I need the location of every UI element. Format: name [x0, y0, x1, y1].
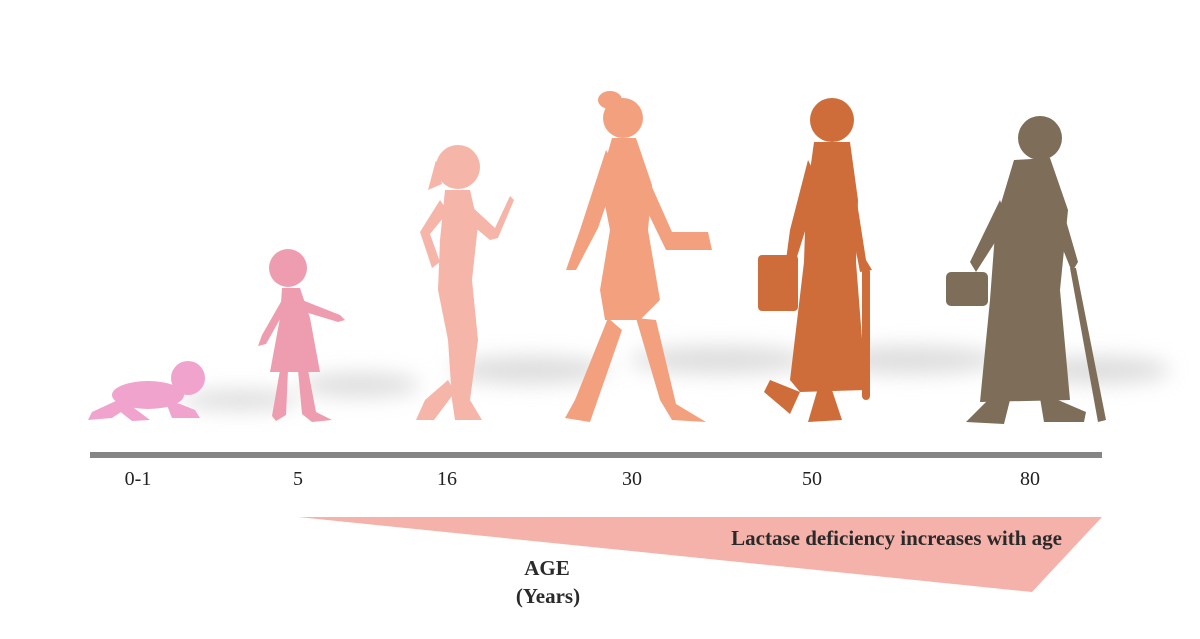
- axis-title: AGE: [524, 556, 570, 580]
- age-label: 80: [1020, 468, 1040, 490]
- deficiency-wedge: [298, 517, 1102, 592]
- figure-teen: [416, 145, 514, 420]
- age-label: 50: [802, 468, 822, 490]
- age-axis: [90, 452, 1102, 458]
- age-label: 5: [293, 468, 303, 490]
- age-label: 0-1: [125, 468, 152, 490]
- age-label: 16: [437, 468, 457, 490]
- figure-adult: [565, 91, 712, 422]
- axis-title: (Years): [516, 584, 580, 608]
- figure-baby: [88, 361, 205, 421]
- wedge-label: Lactase deficiency increases with age: [731, 526, 1062, 550]
- figure-child: [258, 249, 345, 422]
- age-label: 30: [622, 468, 642, 490]
- figure-mature: [758, 98, 872, 422]
- figure-elderly: [946, 116, 1106, 424]
